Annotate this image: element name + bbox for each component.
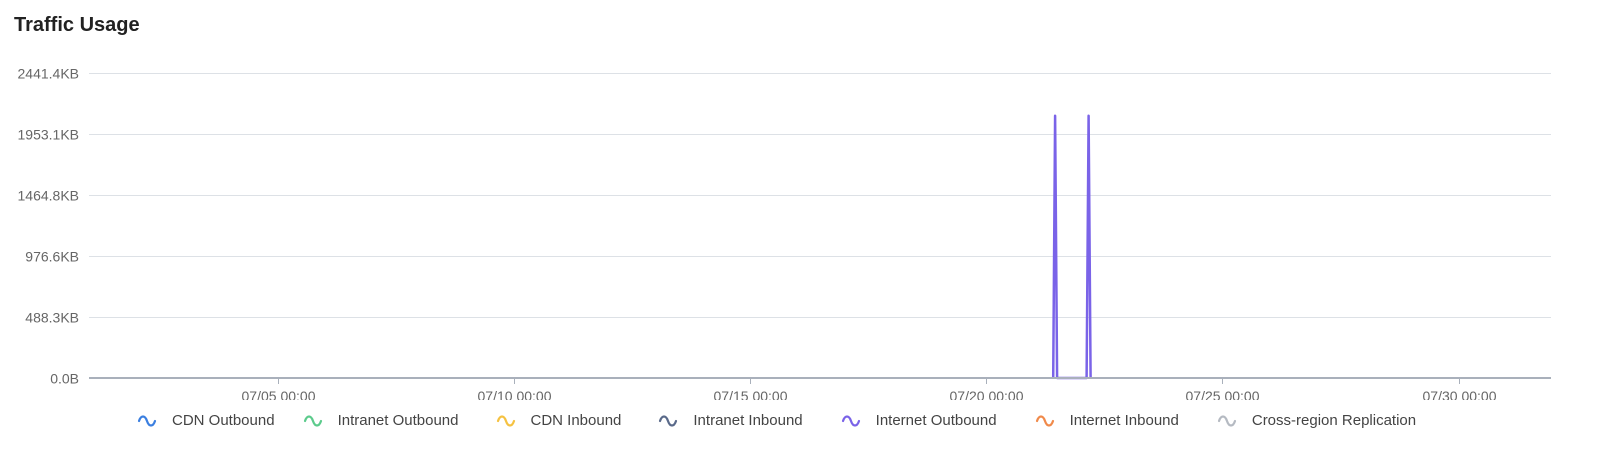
y-tick-label: 2441.4KB	[18, 66, 80, 82]
legend-label: Intranet Outbound	[337, 412, 459, 429]
y-tick-label: 488.3KB	[25, 310, 79, 326]
x-tick-label: 07/20 00:00	[950, 388, 1024, 400]
x-axis-ticks: 07/05 00:00 07/10 00:00 07/15 00:00 07/20 0…	[242, 378, 1497, 400]
wave-icon	[1035, 415, 1054, 427]
x-tick-label: 07/10 00:00	[478, 388, 552, 400]
legend-label: CDN Outbound	[172, 412, 275, 429]
wave-icon	[659, 415, 678, 427]
chart-legend: CDN Outbound Intranet Outbound CDN Inbound…	[137, 411, 1416, 431]
wave-icon	[303, 415, 322, 427]
y-tick-label: 1464.8KB	[18, 188, 80, 204]
legend-item-cross-region-replication[interactable]: Cross-region Replication	[1217, 411, 1416, 431]
legend-item-internet-outbound[interactable]: Internet Outbound	[841, 411, 997, 431]
wave-icon	[1217, 415, 1236, 427]
x-tick-label: 07/05 00:00	[242, 388, 316, 400]
x-tick-label: 07/15 00:00	[714, 388, 788, 400]
legend-item-cdn-inbound[interactable]: CDN Inbound	[496, 411, 622, 431]
x-tick-label: 07/25 00:00	[1186, 388, 1260, 400]
y-tick-label: 976.6KB	[25, 249, 79, 265]
legend-label: Cross-region Replication	[1251, 412, 1417, 429]
legend-item-internet-inbound[interactable]: Internet Inbound	[1035, 411, 1179, 431]
y-tick-label: 1953.1KB	[18, 127, 80, 143]
legend-item-intranet-inbound[interactable]: Intranet Inbound	[658, 411, 803, 431]
legend-item-cdn-outbound[interactable]: CDN Outbound	[137, 411, 275, 431]
legend-label: CDN Inbound	[530, 412, 622, 429]
legend-label: Intranet Inbound	[693, 412, 803, 429]
wave-icon	[496, 415, 515, 427]
series-line-internet-outbound	[1051, 114, 1092, 380]
wave-icon	[841, 415, 860, 427]
wave-icon	[137, 415, 157, 427]
traffic-usage-chart: 0.0B 488.3KB 976.6KB 1464.8KB 1953.1KB 2441.4…	[18, 66, 1551, 400]
legend-label: Internet Outbound	[875, 412, 997, 429]
x-tick-label: 07/30 00:00	[1423, 388, 1497, 400]
legend-label: Internet Inbound	[1069, 412, 1179, 429]
series-lines	[1051, 114, 1092, 380]
legend-item-intranet-outbound[interactable]: Intranet Outbound	[303, 411, 459, 431]
y-tick-label: 0.0B	[50, 371, 79, 387]
chart-title: Traffic Usage	[14, 14, 140, 36]
y-axis-ticks: 0.0B 488.3KB 976.6KB 1464.8KB 1953.1KB 2441.4…	[18, 66, 80, 387]
gridlines	[89, 73, 1551, 318]
